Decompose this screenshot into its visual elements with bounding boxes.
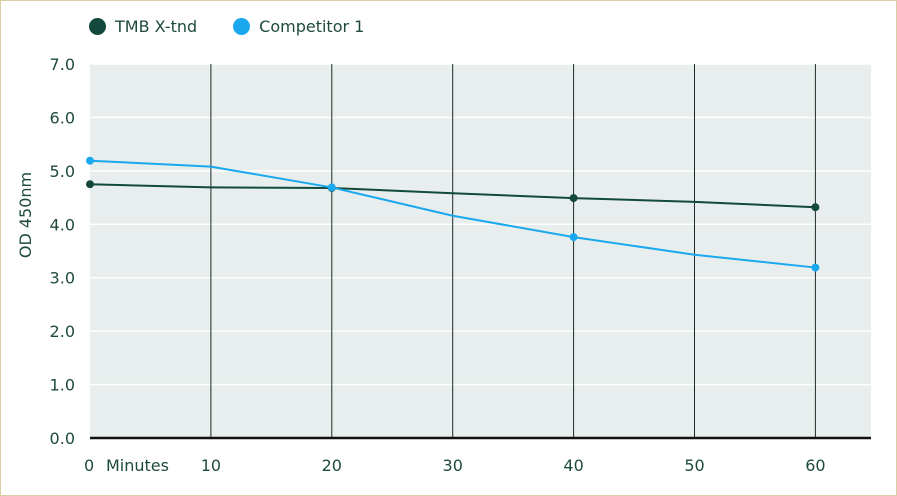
data-point-competitor-1-60 <box>811 263 820 272</box>
series-line-tmb-x-tnd <box>89 183 816 209</box>
x-axis-title: Minutes <box>106 456 169 475</box>
x-tick-label-0: 0 <box>84 456 94 475</box>
x-axis-tick-labels: 0 10 20 30 40 50 60 <box>84 456 826 475</box>
legend-label-competitor-1: Competitor 1 <box>259 17 365 36</box>
y-tick-label-7: 7.0 <box>50 55 75 74</box>
legend: TMB X-tnd Competitor 1 <box>89 17 364 36</box>
x-tick-label-30: 30 <box>443 456 463 475</box>
data-point-tmb-x-tnd-40 <box>569 194 578 203</box>
legend-item-competitor-1[interactable]: Competitor 1 <box>233 17 364 36</box>
y-tick-label-6: 6.0 <box>50 108 75 127</box>
series-group <box>86 156 820 272</box>
x-tick-label-40: 40 <box>563 456 583 475</box>
legend-item-tmb-x-tnd[interactable]: TMB X-tnd <box>89 17 197 36</box>
data-point-tmb-x-tnd-0 <box>86 180 94 189</box>
x-tick-label-10: 10 <box>201 456 221 475</box>
legend-label-tmb-x-tnd: TMB X-tnd <box>115 17 198 36</box>
data-point-tmb-x-tnd-60 <box>811 203 820 212</box>
y-tick-label-0: 0.0 <box>50 429 75 448</box>
data-point-competitor-1-40 <box>569 233 578 242</box>
y-axis-title: OD 450nm <box>16 172 35 258</box>
series-line-competitor-1 <box>89 159 816 269</box>
vertical-gridlines <box>210 64 816 438</box>
x-tick-label-50: 50 <box>684 456 704 475</box>
horizontal-gridlines <box>90 63 871 386</box>
x-tick-label-20: 20 <box>322 456 342 475</box>
y-tick-label-4: 4.0 <box>50 215 75 234</box>
y-tick-label-1: 1.0 <box>50 376 75 395</box>
legend-swatch-tmb-x-tnd <box>89 18 106 35</box>
y-axis-tick-labels: 0.0 1.0 2.0 3.0 4.0 5.0 6.0 7.0 <box>50 55 75 448</box>
x-tick-label-60: 60 <box>805 456 825 475</box>
y-tick-label-5: 5.0 <box>50 162 75 181</box>
data-point-competitor-1-0 <box>86 156 94 165</box>
y-tick-label-3: 3.0 <box>50 269 75 288</box>
y-tick-label-2: 2.0 <box>50 322 75 341</box>
data-point-competitor-1-20 <box>327 183 336 192</box>
plot-area <box>90 64 871 438</box>
legend-swatch-competitor-1 <box>233 18 251 35</box>
